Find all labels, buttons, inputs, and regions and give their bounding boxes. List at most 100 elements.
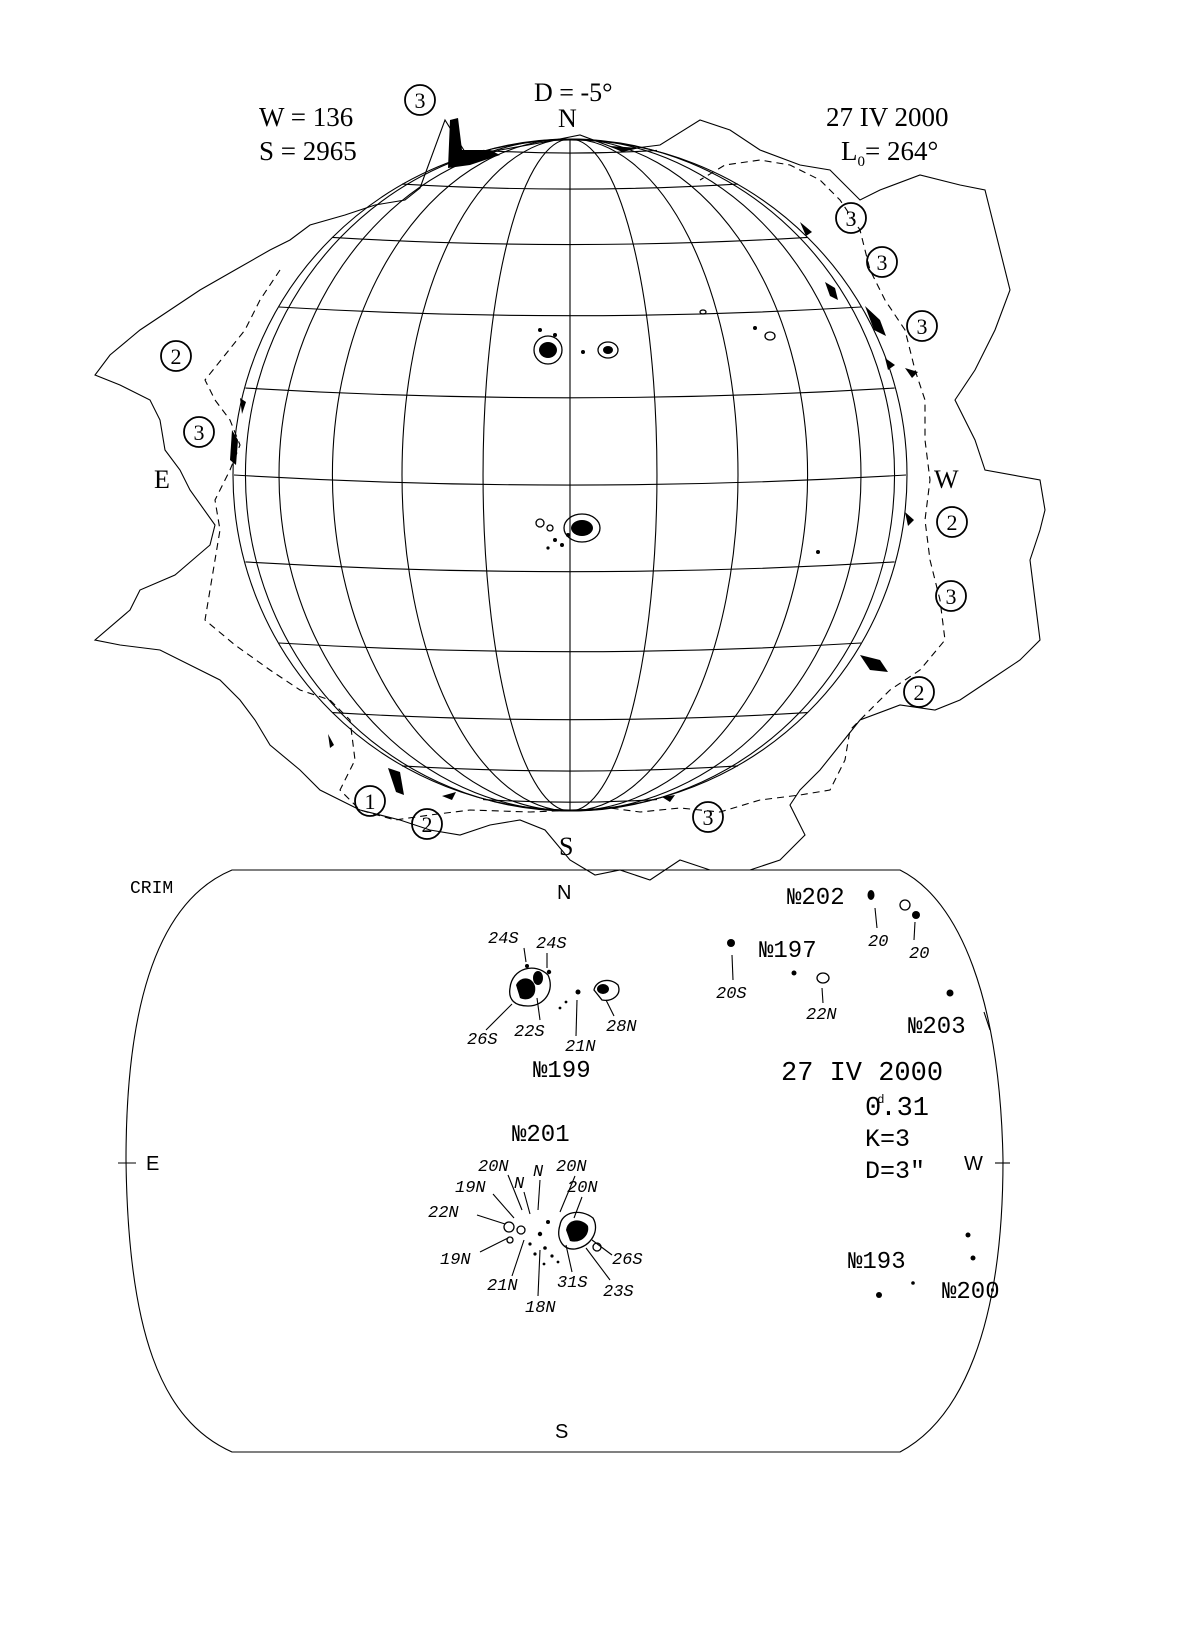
group-193: №193 <box>848 1249 906 1276</box>
field-label: 22N <box>806 1006 837 1025</box>
field-label: 19N <box>455 1179 486 1198</box>
field-label: 20S <box>716 985 747 1004</box>
bottom-north-label: N <box>557 882 571 904</box>
field-label: 20 <box>909 945 929 964</box>
top-d-angle: D = -5° <box>534 78 613 107</box>
inner-dashed-boundary <box>204 159 946 821</box>
parallel <box>245 561 895 573</box>
marker-number: 3 <box>946 584 957 609</box>
marker-circle <box>936 506 968 538</box>
wolf-number: W = 136 <box>259 102 353 132</box>
spot-area: S = 2965 <box>259 136 357 166</box>
group-201: №201 <box>512 1122 570 1149</box>
top-west-label: W <box>934 465 959 494</box>
obs-time: 0d.31 <box>865 1093 929 1124</box>
field-label: 23S <box>603 1283 634 1302</box>
parallel <box>483 149 657 154</box>
marker-number: 3 <box>917 314 928 339</box>
marker-circle <box>183 416 215 448</box>
field-labels: 24S 24S 26S 22S 21N 28N 20 20 20S 22N 20… <box>428 930 929 1318</box>
parallel <box>245 387 895 399</box>
group-197: №197 <box>759 938 817 965</box>
meridian <box>569 138 739 812</box>
outer-envelope <box>93 118 1046 881</box>
d-value: D=3" <box>865 1157 925 1186</box>
detail-frame <box>125 869 1004 1453</box>
bottom-east-label: E <box>146 1153 159 1175</box>
disk-spot-groups <box>533 309 820 554</box>
marker-number: 1 <box>365 789 376 814</box>
field-label: 21N <box>487 1277 518 1296</box>
marker-number: 2 <box>422 812 433 837</box>
marker-circle <box>160 340 192 372</box>
marker-circle <box>935 580 967 612</box>
group-200: №200 <box>942 1279 1000 1306</box>
parallel <box>332 236 808 246</box>
parallel <box>233 474 907 486</box>
field-label: N <box>533 1163 544 1182</box>
marker-circle <box>404 84 436 116</box>
group-203: №203 <box>908 1014 966 1041</box>
parallel <box>401 183 739 190</box>
top-east-label: E <box>154 465 170 494</box>
marker-number: 3 <box>877 250 888 275</box>
field-label: 26S <box>612 1251 643 1270</box>
marker-circle <box>692 801 724 833</box>
meridian <box>569 138 862 812</box>
marker-circle <box>903 676 935 708</box>
marker-circle <box>411 808 443 840</box>
marker-circle <box>835 202 867 234</box>
marker-number: 2 <box>914 680 925 705</box>
field-label: 20N <box>556 1158 587 1177</box>
parallel <box>401 765 739 772</box>
meridian <box>401 138 571 812</box>
heliographic-grid <box>232 138 908 812</box>
field-label: 18N <box>525 1299 556 1318</box>
parallel <box>278 642 862 653</box>
parallel <box>278 306 862 317</box>
bottom-west-label: W <box>964 1153 983 1175</box>
group-199: №199 <box>533 1058 591 1085</box>
limb-features <box>230 118 918 802</box>
marker-number: 3 <box>846 206 857 231</box>
marker-number: 3 <box>415 88 426 113</box>
bottom-south-label: S <box>555 1421 568 1443</box>
field-label: 24S <box>488 930 519 949</box>
meridian <box>482 138 571 812</box>
source-label: CRIM <box>130 879 173 899</box>
group-202: №202 <box>787 885 845 912</box>
marker-circle <box>906 310 938 342</box>
parallel <box>332 712 808 721</box>
leader-lines <box>476 907 916 1297</box>
field-label: 21N <box>565 1038 596 1057</box>
parallel <box>483 799 657 803</box>
marker-number: 3 <box>194 420 205 445</box>
meridian <box>331 138 571 812</box>
meridian <box>569 138 896 812</box>
top-date: 27 IV 2000 <box>826 102 949 132</box>
field-label: 24S <box>536 935 567 954</box>
bottom-date: 27 IV 2000 <box>781 1059 943 1089</box>
carrington-longitude: L0= 264° <box>841 136 938 170</box>
marker-circle <box>866 246 898 278</box>
field-label: 20N <box>478 1158 509 1177</box>
meridian <box>244 138 571 812</box>
meridian <box>569 138 809 812</box>
field-label: 19N <box>440 1251 471 1270</box>
marker-circle <box>354 785 386 817</box>
meridian <box>569 138 658 812</box>
field-label: 26S <box>467 1031 498 1050</box>
top-north-label: N <box>558 104 577 133</box>
meridian <box>278 138 571 812</box>
field-label: 28N <box>606 1018 637 1037</box>
field-label: N <box>514 1175 525 1194</box>
marker-number: 2 <box>947 510 958 535</box>
field-label: 22S <box>514 1023 545 1042</box>
marker-number: 3 <box>703 805 714 830</box>
field-label: 20 <box>868 933 888 952</box>
k-value: K=3 <box>865 1125 910 1154</box>
marker-number: 2 <box>171 344 182 369</box>
field-label: 20N <box>567 1179 598 1198</box>
